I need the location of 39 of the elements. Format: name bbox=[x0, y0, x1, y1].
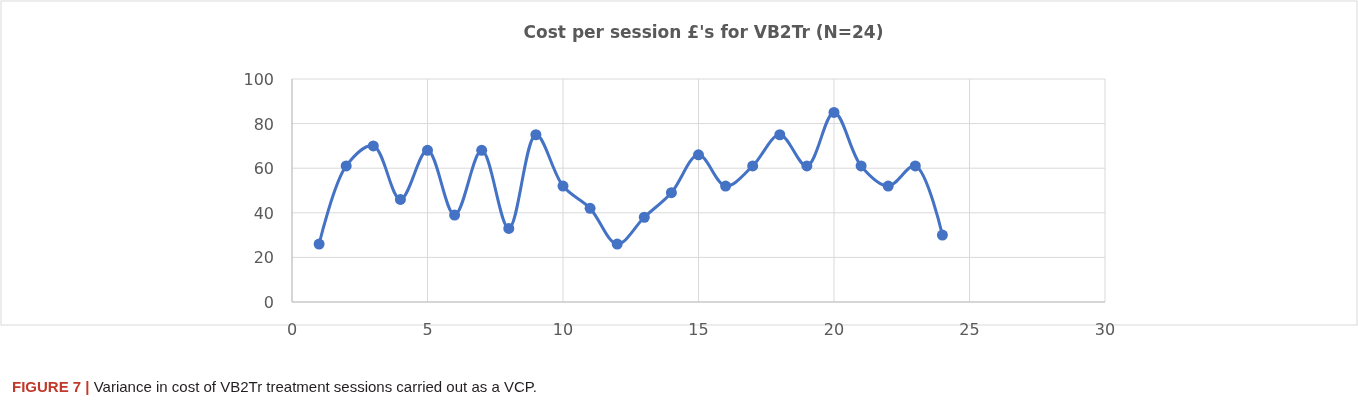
y-tick-label: 0 bbox=[263, 293, 274, 312]
x-tick-label: 15 bbox=[688, 320, 709, 339]
x-tick-label: 10 bbox=[552, 320, 574, 339]
point bbox=[394, 193, 406, 205]
point bbox=[882, 180, 894, 192]
point bbox=[693, 149, 704, 161]
point bbox=[909, 160, 921, 172]
x-tick-label: 5 bbox=[422, 320, 433, 339]
x-tick-label: 25 bbox=[959, 320, 980, 339]
point bbox=[828, 106, 840, 118]
point bbox=[774, 129, 786, 141]
point bbox=[476, 144, 488, 156]
point bbox=[638, 211, 650, 223]
x-tick-label: 0 bbox=[286, 320, 298, 339]
y-tick-label: 60 bbox=[253, 159, 274, 179]
point bbox=[584, 202, 596, 214]
point bbox=[557, 180, 569, 192]
point bbox=[340, 160, 352, 172]
point bbox=[503, 222, 515, 234]
chart-title: Cost per session £'s for VB2Tr (N=24) bbox=[523, 22, 884, 42]
point bbox=[422, 144, 433, 156]
y-tick-label: 100 bbox=[243, 70, 274, 89]
point bbox=[665, 187, 677, 199]
point bbox=[936, 229, 948, 241]
point bbox=[720, 180, 732, 192]
point bbox=[313, 238, 325, 250]
point bbox=[611, 238, 623, 250]
caption: FIGURE 7 | Variance in cost of VB2Tr treatment sessions carried out as a VCP. bbox=[12, 378, 537, 395]
y-tick-label: 80 bbox=[253, 114, 274, 134]
x-tick-label: 20 bbox=[823, 320, 845, 339]
y-tick-label: 40 bbox=[253, 203, 274, 223]
point bbox=[530, 129, 542, 141]
point bbox=[449, 209, 461, 221]
x-tick-label: 30 bbox=[1094, 320, 1116, 339]
y-tick-label: 20 bbox=[253, 248, 274, 268]
point bbox=[367, 140, 379, 152]
point bbox=[801, 160, 813, 172]
point bbox=[747, 160, 759, 172]
point bbox=[855, 160, 867, 172]
